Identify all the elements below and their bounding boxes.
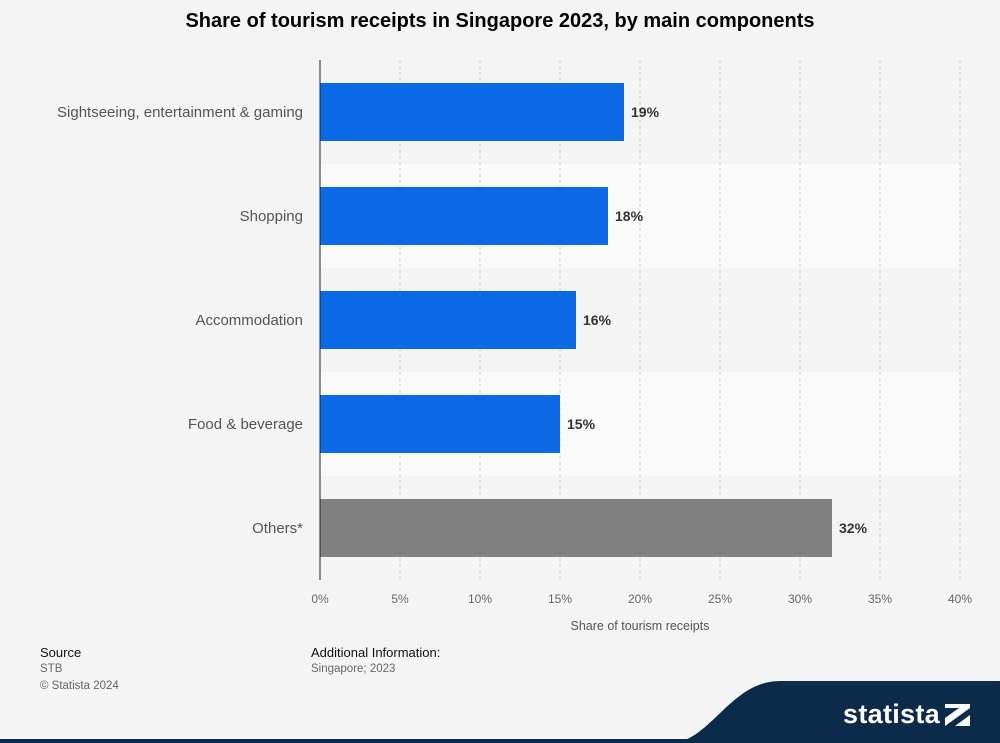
statista-mark-icon	[945, 704, 970, 726]
bottom-accent-line	[0, 739, 1000, 743]
value-label: 32%	[839, 520, 868, 536]
x-tick-label: 20%	[628, 592, 652, 606]
bar[interactable]	[320, 395, 560, 453]
category-label: Shopping	[240, 208, 303, 225]
x-tick-label: 35%	[868, 592, 892, 606]
category-label: Others*	[252, 520, 303, 537]
bar[interactable]	[320, 187, 608, 245]
source-block: Source STB © Statista 2024	[40, 644, 119, 695]
x-tick-label: 5%	[391, 592, 409, 606]
x-tick-labels: 0% 5% 10% 15% 20% 25% 30% 35% 40%	[311, 592, 972, 606]
bar[interactable]	[320, 291, 576, 349]
category-label: Accommodation	[195, 312, 303, 329]
additional-info-block: Additional Information: Singapore; 2023	[311, 644, 440, 678]
source-name: STB	[40, 663, 63, 675]
bars	[320, 83, 832, 557]
source-heading: Source	[40, 645, 82, 660]
value-labels: 19% 18% 16% 15% 32%	[567, 104, 868, 536]
value-label: 18%	[615, 208, 644, 224]
logo-background	[670, 681, 1000, 743]
x-tick-label: 10%	[468, 592, 492, 606]
copyright: © Statista 2024	[40, 680, 119, 692]
x-tick-label: 30%	[788, 592, 812, 606]
additional-info-heading: Additional Information:	[311, 645, 441, 660]
statista-logo[interactable]: statista	[670, 681, 1000, 743]
x-tick-label: 25%	[708, 592, 732, 606]
value-label: 16%	[583, 312, 612, 328]
bar[interactable]	[320, 83, 624, 141]
bar[interactable]	[320, 499, 832, 557]
category-labels: Sightseeing, entertainment & gaming Shopp…	[57, 104, 303, 537]
additional-info-text: Singapore; 2023	[311, 663, 396, 675]
brand-name: statista	[843, 699, 940, 729]
x-axis-title: Share of tourism receipts	[571, 619, 710, 633]
value-label: 15%	[567, 416, 596, 432]
x-tick-label: 0%	[311, 592, 329, 606]
value-label: 19%	[631, 104, 660, 120]
x-tick-label: 40%	[948, 592, 972, 606]
chart-title: Share of tourism receipts in Singapore 2…	[185, 10, 815, 32]
bar-chart: Sightseeing, entertainment & gaming Shopp…	[57, 60, 972, 633]
category-label: Food & beverage	[188, 416, 303, 433]
x-tick-label: 15%	[548, 592, 572, 606]
category-label: Sightseeing, entertainment & gaming	[57, 104, 303, 121]
